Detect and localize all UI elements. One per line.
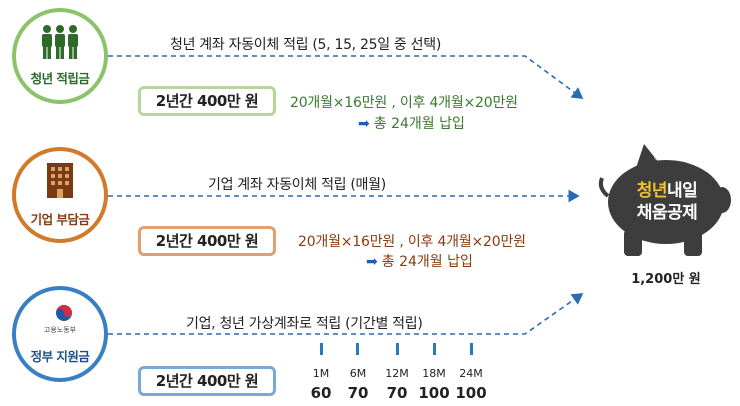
building-icon xyxy=(47,163,73,198)
piggy-title-line2: 채움공제 xyxy=(636,203,698,223)
right-arrow-icon: ➡ xyxy=(366,254,378,270)
youth-amount: 2년간 400만 원 xyxy=(138,86,276,116)
government-label: 정부 지원금 xyxy=(30,349,90,364)
month-label: 24M xyxy=(459,367,483,380)
month-value: 60 xyxy=(310,384,332,402)
month-label: 6M xyxy=(349,367,367,380)
piggy-title-line1: 청년내일 xyxy=(606,176,728,201)
taegeuk-logo-icon xyxy=(56,305,72,321)
tick-24m xyxy=(470,343,473,355)
youth-circle: 청년 적립금 xyxy=(12,8,108,104)
government-connector xyxy=(108,293,584,335)
month-value: 100 xyxy=(418,384,450,402)
tick-12m xyxy=(396,343,399,355)
company-desc: 기업 계좌 자동이체 적립 (매월) xyxy=(208,177,386,193)
company-calc: 20개월×16만원 , 이후 4개월×20만원 xyxy=(298,234,526,250)
piggy-total: 1,200만 원 xyxy=(631,272,701,287)
month-label: 18M xyxy=(422,367,446,380)
month-label: 12M xyxy=(385,367,409,380)
youth-calc: 20개월×16만원 , 이후 4개월×20만원 xyxy=(290,95,518,111)
piggy-title-rest: 내일 xyxy=(667,181,698,201)
youth-desc: 청년 계좌 자동이체 적립 (5, 15, 25일 중 선택) xyxy=(170,37,441,53)
youth-label: 청년 적립금 xyxy=(30,71,90,86)
government-circle: 고용노동부 정부 지원금 xyxy=(12,286,108,382)
right-arrow-icon: ➡ xyxy=(358,116,370,132)
tick-1m xyxy=(320,343,323,355)
month-label: 1M xyxy=(312,367,330,380)
government-amount: 2년간 400만 원 xyxy=(138,366,276,396)
company-circle: 기업 부담금 xyxy=(12,147,108,243)
ministry-logo-text: 고용노동부 xyxy=(43,326,77,334)
youth-total-text: 총 24개월 납입 xyxy=(373,116,465,132)
tick-6m xyxy=(356,343,359,355)
government-desc: 기업, 청년 가상계좌로 적립 (기간별 적립) xyxy=(186,316,423,332)
company-amount: 2년간 400만 원 xyxy=(138,226,276,256)
company-total-text: 총 24개월 납입 xyxy=(381,254,473,270)
piggy-bank-icon xyxy=(598,144,731,256)
youth-total: ➡ 총 24개월 납입 xyxy=(358,113,465,133)
piggy-title-highlight: 청년 xyxy=(636,181,668,201)
month-value: 70 xyxy=(347,384,369,402)
youth-connector xyxy=(108,55,584,99)
company-total: ➡ 총 24개월 납입 xyxy=(366,251,473,271)
company-label: 기업 부담금 xyxy=(30,212,90,227)
month-value: 70 xyxy=(386,384,408,402)
tick-18m xyxy=(433,343,436,355)
people-icon xyxy=(42,25,78,59)
month-value: 100 xyxy=(455,384,487,402)
